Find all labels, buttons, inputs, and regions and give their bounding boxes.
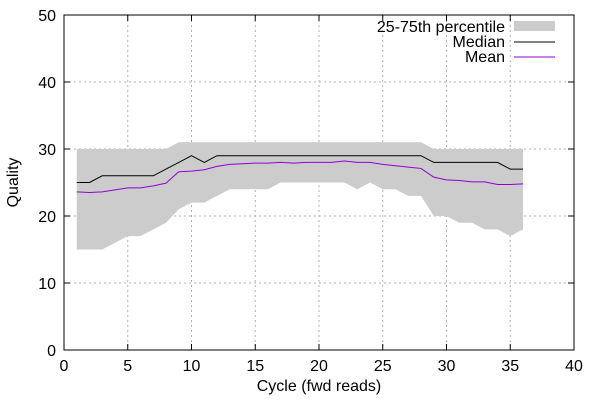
tick-layer: 0 5 10 15 20 25 30 35 40 0 10 20 30 40 50 — [38, 8, 583, 375]
percentile-band-layer — [76, 142, 523, 250]
percentile-band — [76, 142, 523, 250]
legend-label-percentile: 25-75th percentile — [377, 19, 505, 36]
legend-label-mean: Mean — [465, 49, 505, 66]
x-tick-label: 35 — [501, 358, 519, 375]
legend-swatch-percentile — [514, 21, 555, 31]
x-tick-label: 5 — [123, 358, 132, 375]
x-tick-label: 10 — [183, 358, 201, 375]
x-tick-label: 25 — [374, 358, 392, 375]
x-tick-label: 20 — [310, 358, 328, 375]
series-line-layer — [76, 155, 524, 194]
grid — [64, 15, 574, 350]
y-tick-label: 10 — [38, 276, 56, 293]
x-tick-label: 40 — [565, 358, 583, 375]
x-tick-label: 30 — [438, 358, 456, 375]
legend: 25-75th percentile Median Mean — [377, 19, 555, 66]
legend-label-median: Median — [453, 34, 505, 51]
median-line — [76, 155, 523, 183]
x-tick-label: 0 — [60, 358, 69, 375]
y-tick-label: 0 — [47, 343, 56, 360]
y-tick-label: 50 — [38, 8, 56, 25]
mean-line — [76, 160, 524, 194]
y-tick-label: 20 — [38, 209, 56, 226]
y-tick-label: 30 — [38, 142, 56, 159]
y-axis-label: Quality — [5, 158, 22, 208]
x-axis-label: Cycle (fwd reads) — [257, 378, 381, 395]
y-tick-label: 40 — [38, 75, 56, 92]
x-tick-label: 15 — [246, 358, 264, 375]
